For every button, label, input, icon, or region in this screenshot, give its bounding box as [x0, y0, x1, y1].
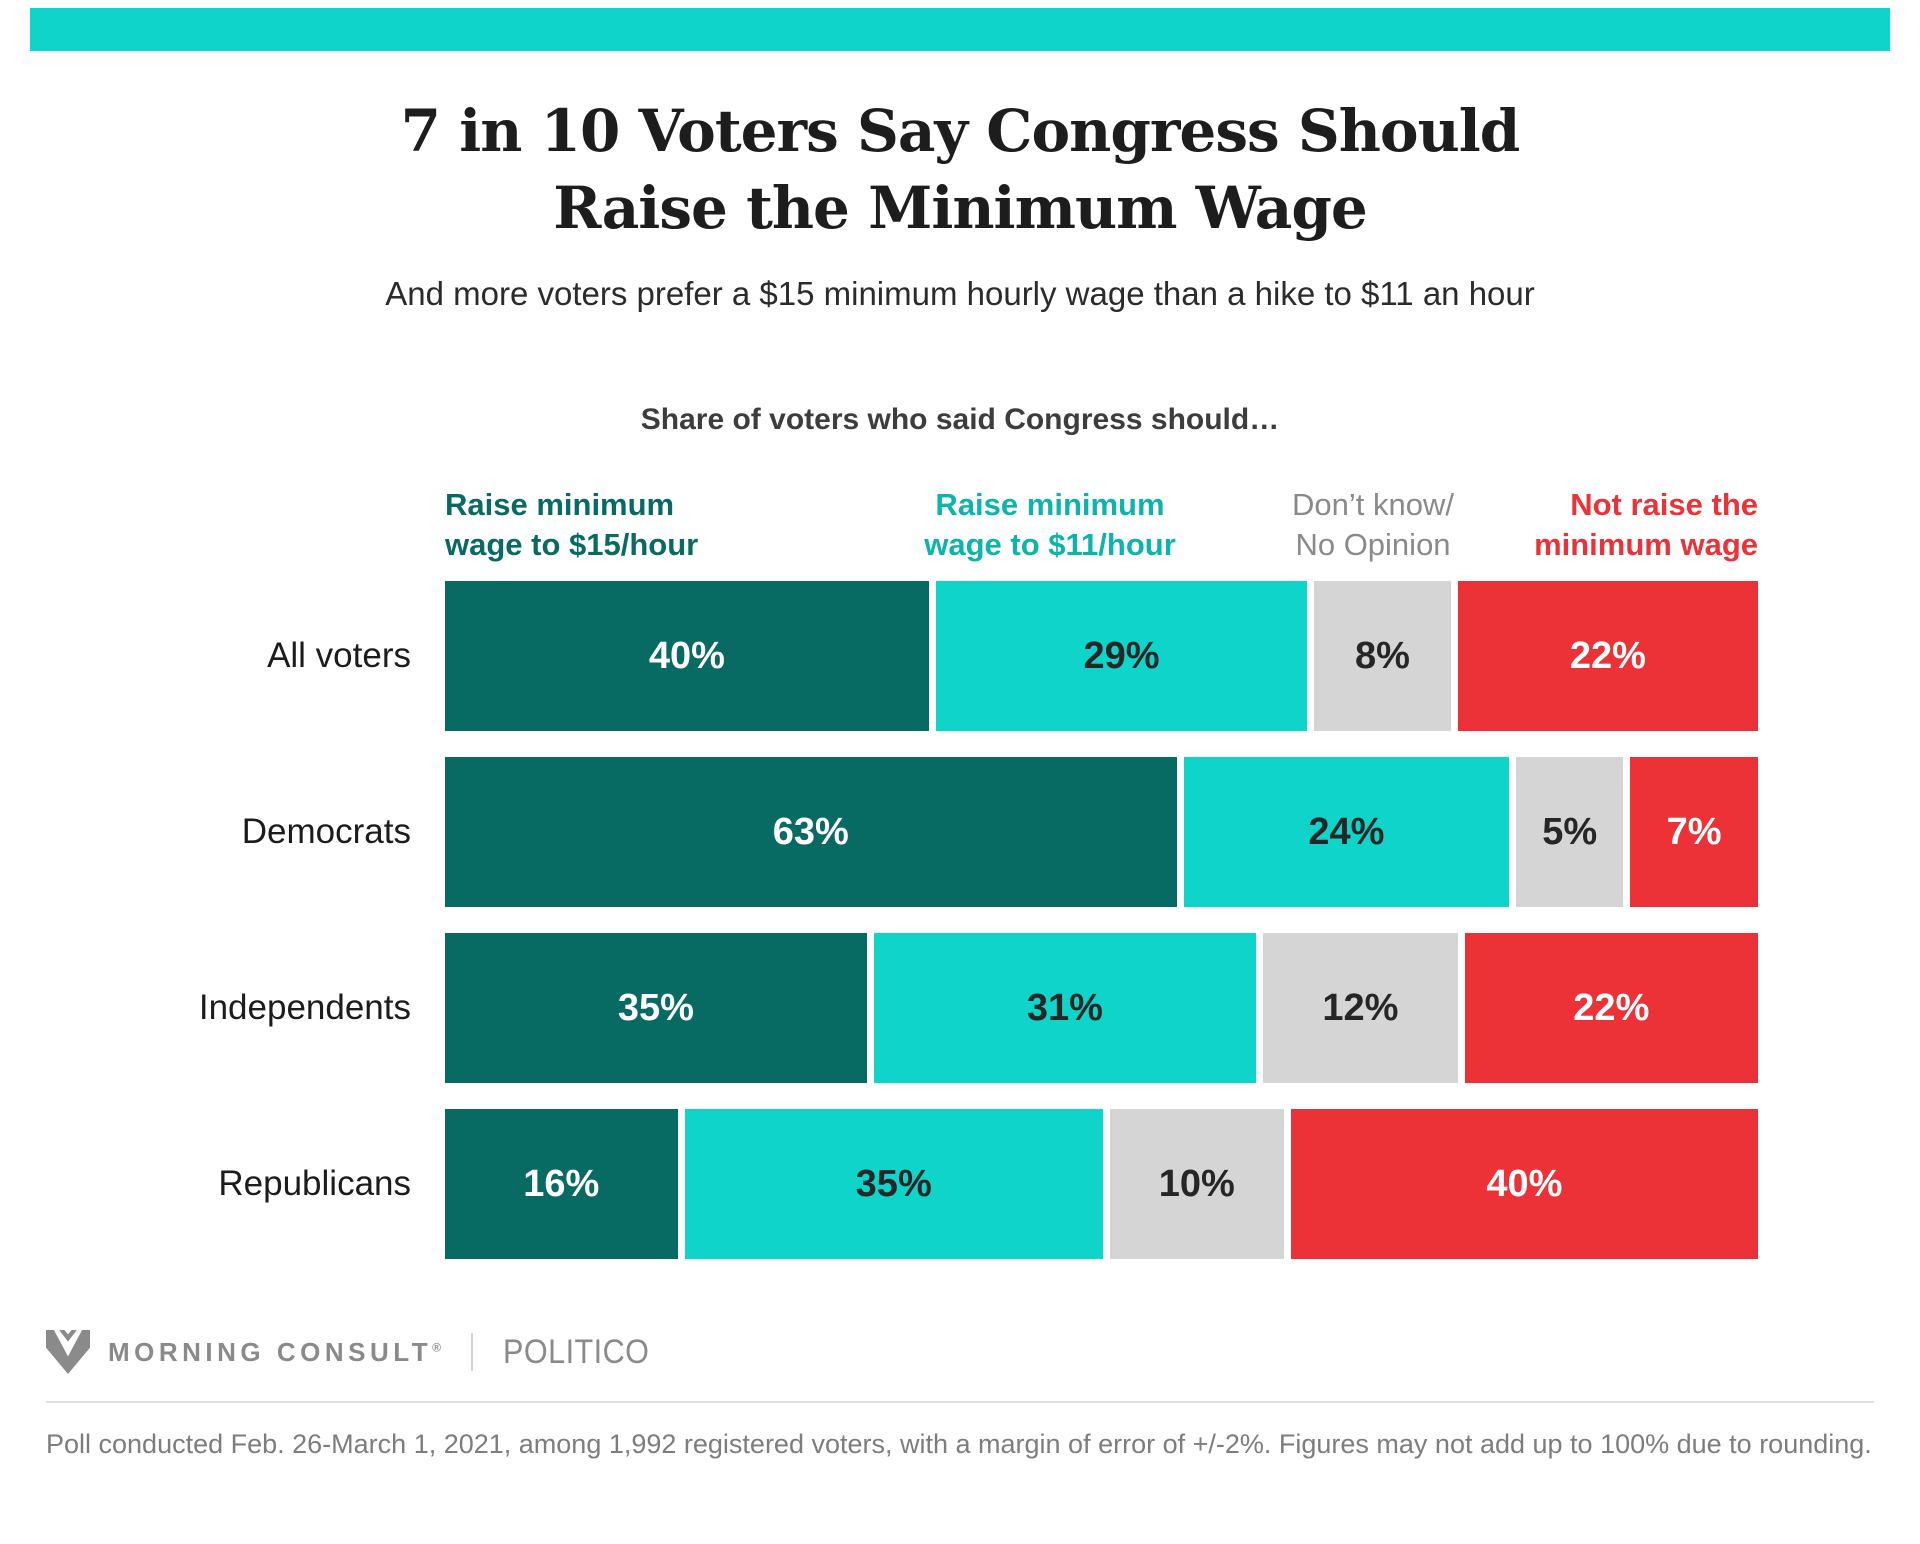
bar-segment: 35% — [684, 1109, 1103, 1260]
legend-item-raise-15: Raise minimum wage to $15/hour — [445, 487, 699, 563]
chart-row-independents: Independents 35% 31% 12% 22% — [199, 933, 1759, 1084]
bar-segment: 8% — [1314, 581, 1451, 732]
bar-segment: 5% — [1516, 757, 1624, 908]
category-label: Independents — [198, 988, 411, 1028]
morning-consult-logo-icon — [46, 1330, 90, 1375]
category-label: Republicans — [218, 1164, 411, 1204]
bar-track: 35% 31% 12% 22% — [445, 933, 1759, 1084]
legend-item-raise-11: Raise minimum wage to $11/hour — [924, 487, 1176, 563]
chart-heading: Share of voters who said Congress should… — [640, 403, 1280, 437]
bar-segment: 29% — [935, 581, 1308, 732]
segment-value: 7% — [1666, 810, 1722, 853]
bar-segment: 35% — [445, 933, 867, 1084]
stacked-bar-chart: Raise minimum wage to $15/hour Raise min… — [199, 485, 1759, 1260]
segment-value: 63% — [772, 810, 849, 853]
segment-value: 12% — [1322, 986, 1399, 1029]
chart-row-republicans: Republicans 16% 35% 10% 40% — [218, 1109, 1758, 1260]
bar-segment: 24% — [1183, 757, 1510, 908]
segment-value: 29% — [1083, 634, 1160, 677]
bar-segment: 31% — [873, 933, 1257, 1084]
bar-segment: 40% — [1290, 1109, 1758, 1260]
segment-value: 10% — [1158, 1162, 1235, 1205]
chart-row-all-voters: All voters 40% 29% 8% 22% — [267, 581, 1758, 732]
page-subtitle: And more voters prefer a $15 minimum hou… — [385, 275, 1535, 313]
brand-primary-label: MORNING CONSULT — [108, 1336, 433, 1367]
bar-track: 40% 29% 8% 22% — [445, 581, 1758, 732]
segment-value: 16% — [523, 1162, 600, 1205]
brand-divider — [470, 1333, 473, 1372]
segment-value: 8% — [1355, 634, 1410, 677]
footer-brand-row: MORNING CONSULT® POLITICO — [46, 1329, 1920, 1375]
segment-value: 5% — [1542, 810, 1598, 853]
legend-item-dont-know: Don’t know/ No Opinion — [1292, 487, 1454, 563]
footer-divider — [46, 1401, 1874, 1404]
segment-value: 22% — [1569, 634, 1646, 677]
chart-rows: All voters 40% 29% 8% 22% Democrats 63% … — [199, 581, 1759, 1260]
registered-mark: ® — [432, 1340, 441, 1355]
bar-segment: 40% — [445, 581, 929, 732]
top-accent-bar — [30, 8, 1890, 51]
legend-item-not-raise: Not raise the minimum wage — [1534, 487, 1758, 563]
segment-value: 24% — [1308, 810, 1385, 853]
page-title: 7 in 10 Voters Say Congress Should Raise… — [400, 97, 1521, 243]
bar-segment: 22% — [1457, 581, 1758, 732]
segment-value: 40% — [1486, 1162, 1563, 1205]
segment-value: 40% — [648, 634, 725, 677]
category-label: All voters — [267, 636, 411, 676]
bar-track: 16% 35% 10% 40% — [445, 1109, 1758, 1260]
bar-segment: 22% — [1464, 933, 1759, 1084]
morning-consult-wordmark: MORNING CONSULT® — [108, 1337, 441, 1368]
bar-segment: 10% — [1109, 1109, 1284, 1260]
chart-row-democrats: Democrats 63% 24% 5% 7% — [242, 757, 1758, 908]
bar-segment: 12% — [1263, 933, 1458, 1084]
politico-wordmark: POLITICO — [502, 1332, 650, 1371]
chart-legend: Raise minimum wage to $15/hour Raise min… — [445, 485, 1758, 565]
segment-value: 22% — [1573, 986, 1650, 1029]
bar-segment: 63% — [445, 757, 1177, 908]
methodology-note: Poll conducted Feb. 26-March 1, 2021, am… — [46, 1429, 1872, 1460]
category-label: Democrats — [241, 812, 411, 852]
segment-value: 35% — [617, 986, 694, 1029]
segment-value: 31% — [1026, 986, 1103, 1029]
bar-segment: 7% — [1630, 757, 1758, 908]
segment-value: 35% — [855, 1162, 932, 1205]
bar-track: 63% 24% 5% 7% — [445, 757, 1758, 908]
bar-segment: 16% — [445, 1109, 678, 1260]
